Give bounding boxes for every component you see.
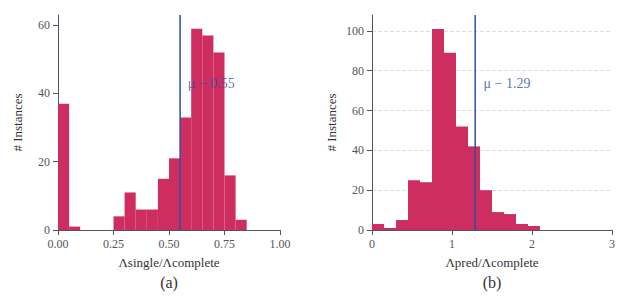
svg-text:60: 60 (38, 18, 50, 32)
svg-text:3: 3 (609, 237, 615, 251)
svg-text:Λpred/Λcomplete: Λpred/Λcomplete (445, 255, 538, 270)
svg-text:0: 0 (358, 223, 364, 237)
svg-text:60: 60 (352, 104, 364, 118)
svg-text:μ − 0.55: μ − 0.55 (188, 76, 235, 91)
svg-text:0.50: 0.50 (159, 237, 180, 251)
svg-text:# Instances: # Instances (324, 93, 339, 151)
svg-text:# Instances: # Instances (10, 93, 25, 151)
svg-text:2: 2 (529, 237, 535, 251)
svg-text:80: 80 (352, 64, 364, 78)
svg-text:(b): (b) (483, 274, 502, 292)
svg-text:40: 40 (38, 86, 50, 100)
svg-text:100: 100 (346, 24, 364, 38)
svg-text:1: 1 (449, 237, 455, 251)
svg-text:40: 40 (352, 143, 364, 157)
svg-text:20: 20 (352, 183, 364, 197)
svg-text:1.00: 1.00 (270, 237, 291, 251)
svg-text:Λsingle/Λcomplete: Λsingle/Λcomplete (118, 255, 219, 270)
svg-text:0.75: 0.75 (214, 237, 235, 251)
svg-text:0.00: 0.00 (48, 237, 69, 251)
svg-text:(a): (a) (160, 274, 178, 292)
svg-text:0.25: 0.25 (103, 237, 124, 251)
svg-text:20: 20 (38, 155, 50, 169)
svg-text:0: 0 (44, 223, 50, 237)
svg-text:μ − 1.29: μ − 1.29 (484, 76, 531, 91)
svg-text:0: 0 (369, 237, 375, 251)
